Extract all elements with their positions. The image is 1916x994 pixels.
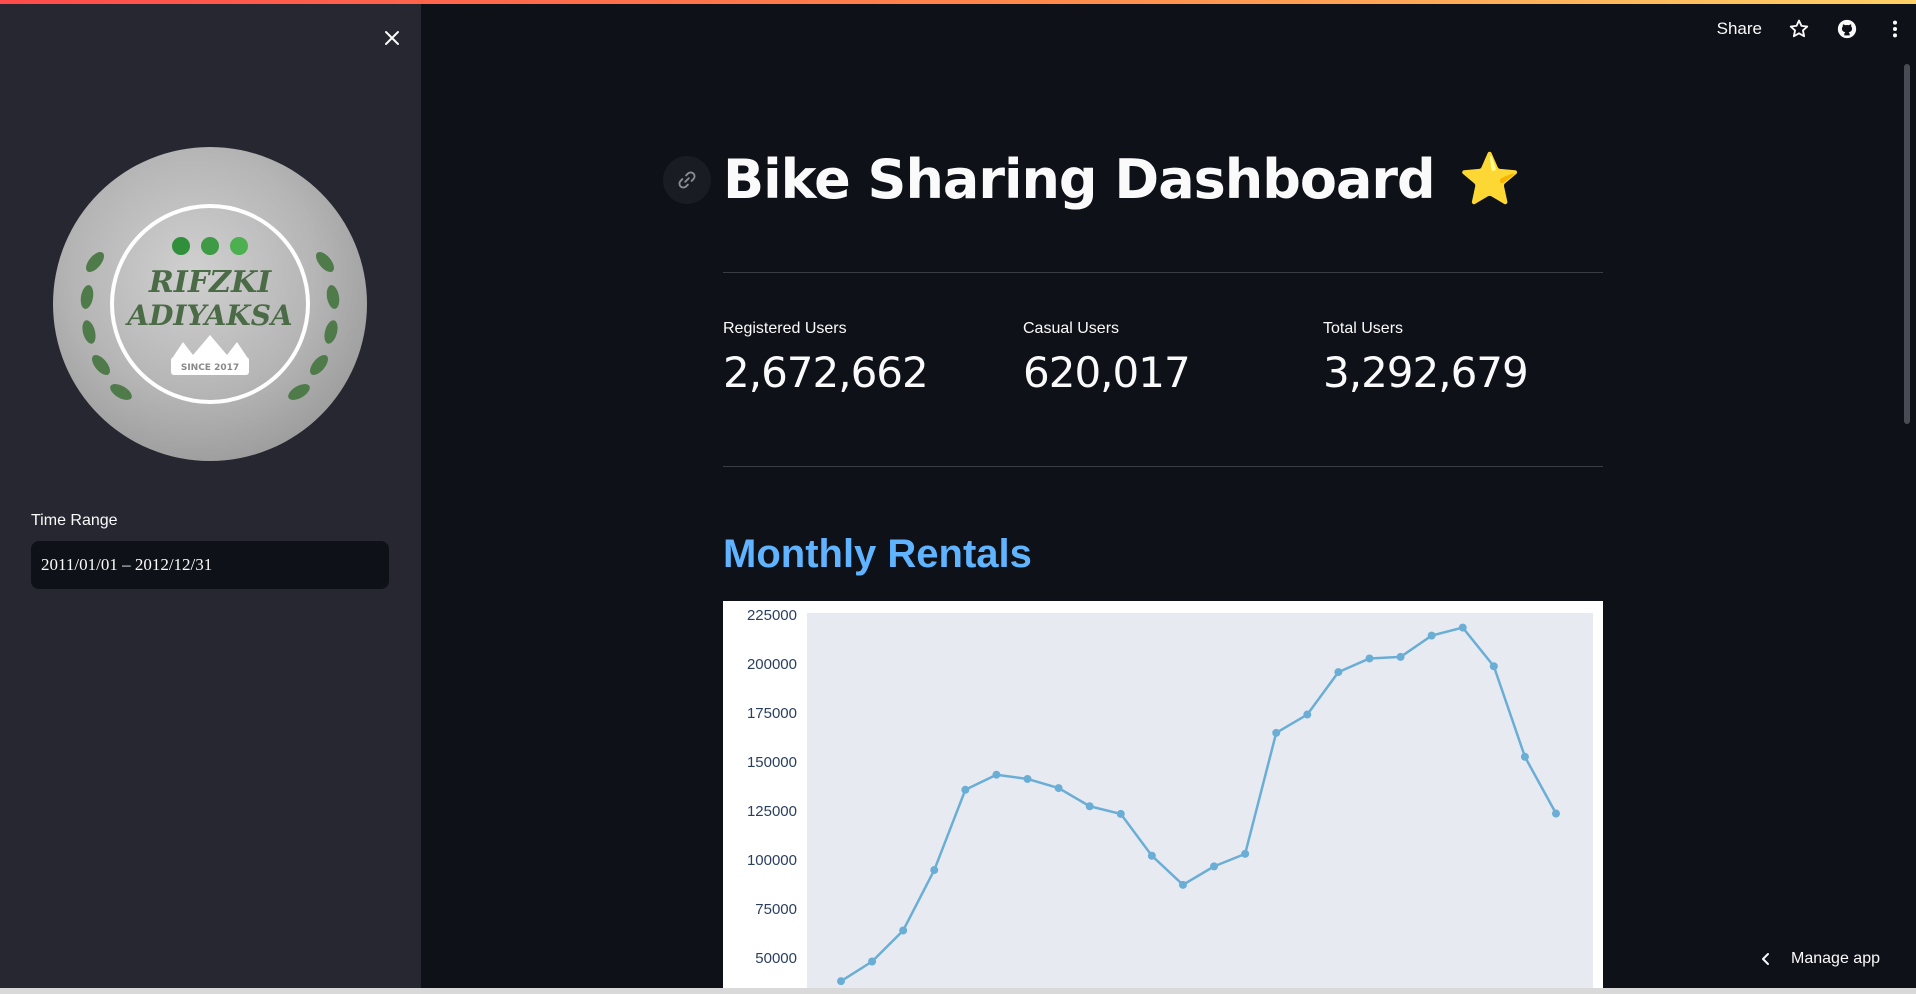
page-title: Bike Sharing Dashboard ⭐ xyxy=(723,148,1521,211)
data-point[interactable] xyxy=(1147,851,1156,860)
svg-text:RIFZKI: RIFZKI xyxy=(148,265,272,300)
logo: RIFZKI ADIYAKSA SINCE 2017 xyxy=(53,147,367,461)
scrollbar[interactable] xyxy=(1904,64,1910,424)
star-emoji-icon: ⭐ xyxy=(1458,150,1521,208)
metric-total-users: Total Users 3,292,679 xyxy=(1323,320,1529,397)
time-range-input[interactable]: 2011/01/01 – 2012/12/31 xyxy=(31,541,389,589)
y-tick-label: 225000 xyxy=(747,607,797,624)
time-range-value: 2011/01/01 – 2012/12/31 xyxy=(41,555,213,574)
chart-svg: 225000 200000 175000 150000 125000 100000 7500… xyxy=(747,607,1593,991)
monthly-rentals-chart: 225000 200000 175000 150000 125000 100000 7500… xyxy=(723,601,1603,991)
data-point[interactable] xyxy=(1520,752,1529,761)
data-point[interactable] xyxy=(992,770,1001,779)
y-tick-label: 50000 xyxy=(755,950,797,967)
data-point[interactable] xyxy=(1334,668,1343,677)
header-actions: Share xyxy=(1717,18,1906,40)
metric-label: Casual Users xyxy=(1023,320,1120,337)
metric-registered-users: Registered Users 2,672,662 xyxy=(723,320,929,397)
main-content: Share Bike Sharing Dashboard ⭐ Registere… xyxy=(421,4,1916,991)
data-point[interactable] xyxy=(1210,862,1219,871)
share-button[interactable]: Share xyxy=(1716,19,1762,38)
data-point[interactable] xyxy=(899,926,908,935)
svg-text:SINCE 2017: SINCE 2017 xyxy=(181,363,239,373)
star-outline-icon[interactable] xyxy=(1788,18,1810,40)
metric-label: Registered Users xyxy=(723,320,847,337)
top-accent-bar xyxy=(0,0,1916,4)
time-range-label: Time Range xyxy=(31,512,118,529)
data-point[interactable] xyxy=(1272,728,1281,737)
data-point[interactable] xyxy=(1427,631,1436,640)
metric-value: 620,017 xyxy=(1023,348,1191,397)
sidebar: RIFZKI ADIYAKSA SINCE 2017 Time Range 20… xyxy=(0,4,421,988)
data-point[interactable] xyxy=(1489,662,1498,671)
metric-label: Total Users xyxy=(1323,320,1404,337)
data-point[interactable] xyxy=(1085,802,1094,811)
close-icon xyxy=(385,31,399,45)
data-point[interactable] xyxy=(1023,774,1032,783)
data-point[interactable] xyxy=(1458,623,1467,632)
divider-bottom xyxy=(723,466,1603,467)
data-point[interactable] xyxy=(961,785,970,794)
svg-text:ADIYAKSA: ADIYAKSA xyxy=(124,299,292,332)
data-point[interactable] xyxy=(1365,654,1374,663)
metric-value: 3,292,679 xyxy=(1323,348,1529,397)
manage-app-label: Manage app xyxy=(1791,950,1880,967)
y-tick-label: 175000 xyxy=(747,705,797,722)
title-anchor-link[interactable] xyxy=(663,156,711,204)
data-point[interactable] xyxy=(1396,652,1405,661)
metric-casual-users: Casual Users 620,017 xyxy=(1023,320,1191,397)
data-point[interactable] xyxy=(1552,809,1560,818)
section-title: Monthly Rentals xyxy=(723,532,1032,576)
data-point[interactable] xyxy=(930,866,939,875)
divider-top xyxy=(723,272,1603,273)
link-icon xyxy=(678,171,696,189)
chevron-left-icon xyxy=(1762,953,1770,965)
y-tick-label: 150000 xyxy=(747,754,797,771)
plot-area xyxy=(807,613,1593,991)
data-point[interactable] xyxy=(1241,849,1250,858)
data-point[interactable] xyxy=(1303,710,1312,719)
y-tick-label: 100000 xyxy=(747,852,797,869)
series-line xyxy=(840,626,1558,983)
y-tick-label: 200000 xyxy=(747,656,797,673)
github-icon[interactable] xyxy=(1836,18,1858,40)
manage-app-button[interactable]: Manage app xyxy=(1759,950,1880,968)
window-bottom-edge xyxy=(0,988,1916,994)
metric-value: 2,672,662 xyxy=(723,348,929,397)
data-point[interactable] xyxy=(1054,784,1063,793)
data-point[interactable] xyxy=(1116,809,1125,818)
close-sidebar-button[interactable] xyxy=(378,24,406,52)
kebab-menu-icon[interactable] xyxy=(1884,18,1906,40)
y-tick-label: 125000 xyxy=(747,803,797,820)
y-tick-label: 75000 xyxy=(755,901,797,918)
data-point[interactable] xyxy=(1178,880,1187,889)
page-title-text: Bike Sharing Dashboard xyxy=(723,148,1436,211)
data-point[interactable] xyxy=(837,977,845,986)
data-point[interactable] xyxy=(868,957,877,966)
